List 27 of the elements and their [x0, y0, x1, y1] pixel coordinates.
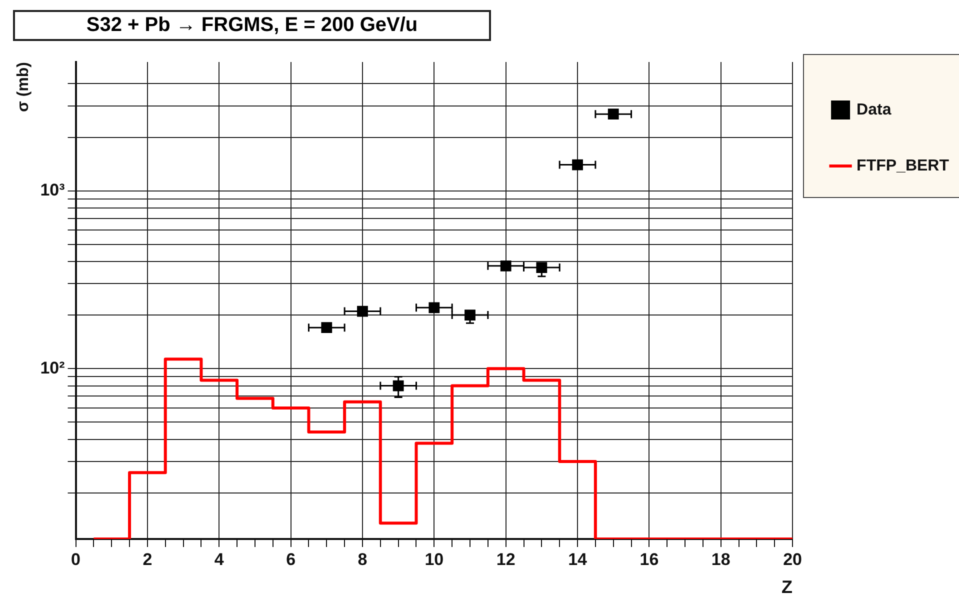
x-tick-label: 12: [496, 550, 516, 569]
point: [536, 262, 548, 273]
x-tick-label: 8: [358, 550, 368, 569]
point: [608, 108, 619, 120]
point: [464, 310, 476, 320]
legend-label: FTFP_BERT: [856, 157, 950, 174]
x-tick-label: 0: [71, 550, 81, 569]
point: [392, 380, 404, 392]
point: [428, 302, 440, 314]
legend-label: Data: [856, 101, 892, 118]
x-axis-title: Z: [782, 577, 793, 598]
point: [572, 159, 583, 170]
x-tick-label: 2: [142, 550, 152, 569]
x-tick-label: 18: [711, 550, 730, 569]
y-tick-label: 10²: [40, 358, 66, 378]
x-tick-label: 6: [286, 550, 296, 569]
x-tick-label: 16: [640, 550, 659, 569]
x-tick-label: 20: [783, 550, 802, 569]
point: [357, 306, 368, 317]
x-tick-label: 4: [214, 550, 224, 569]
point: [500, 260, 512, 272]
y-axis-title: σ (mb): [15, 62, 32, 112]
x-tick-label: 14: [568, 550, 588, 569]
chart-title: S32 + Pb → FRGMS, E = 200 GeV/u: [13, 10, 491, 41]
x-tick-label: 10: [424, 550, 444, 569]
point: [321, 322, 332, 334]
y-tick-label: 10³: [40, 180, 66, 200]
